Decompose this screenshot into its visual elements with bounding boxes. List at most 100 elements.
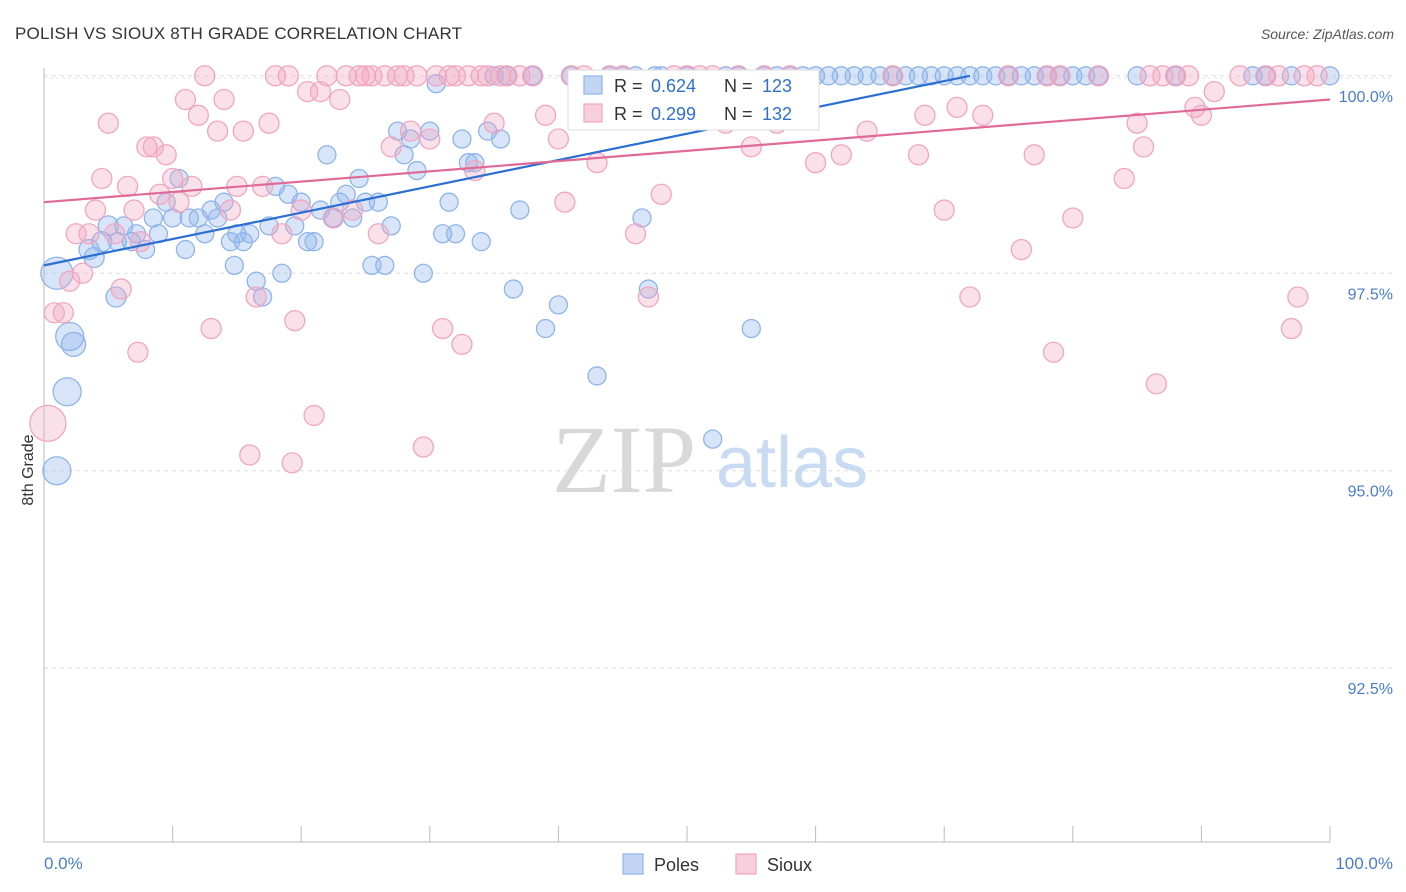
point-poles <box>240 224 260 244</box>
point-sioux <box>78 223 100 245</box>
watermark-zip: ZIP <box>552 406 696 513</box>
point-poles <box>375 255 395 276</box>
point-sioux <box>386 65 409 87</box>
stats-swatch-poles <box>583 75 603 95</box>
point-sioux <box>432 317 454 340</box>
point-sioux <box>84 199 107 221</box>
legend-label-poles: Poles <box>654 855 699 875</box>
point-poles <box>297 232 318 252</box>
point-sioux <box>290 199 312 221</box>
point-sioux <box>470 65 492 87</box>
point-sioux <box>483 112 505 134</box>
point-sioux <box>322 207 345 229</box>
legend-label-sioux: Sioux <box>767 855 812 875</box>
point-sioux <box>438 65 460 87</box>
point-sioux <box>354 65 377 87</box>
point-sioux <box>1049 65 1071 87</box>
point-sioux <box>206 120 229 142</box>
point-sioux <box>174 88 197 111</box>
point-sioux <box>1267 65 1290 87</box>
x-tick-label-left: 0.0% <box>44 854 83 873</box>
point-sioux <box>399 120 422 142</box>
point-poles <box>224 255 244 276</box>
point-sioux <box>419 128 441 150</box>
series-legend: Poles Sioux <box>622 853 812 875</box>
point-sioux <box>329 88 351 111</box>
stats-swatch-sioux <box>583 103 603 123</box>
point-sioux <box>1087 65 1110 87</box>
stats-r-value-poles: 0.624 <box>651 76 696 96</box>
watermark-atlas: atlas <box>716 423 868 503</box>
stats-r-label-poles: R = <box>614 76 643 96</box>
point-sioux <box>110 278 132 300</box>
point-sioux <box>129 231 152 253</box>
point-sioux <box>496 65 518 87</box>
point-poles <box>471 232 491 252</box>
point-sioux <box>624 223 647 245</box>
point-sioux <box>1126 112 1148 134</box>
point-sioux <box>547 128 570 150</box>
point-sioux <box>277 65 299 87</box>
point-poles <box>426 74 446 94</box>
point-sioux <box>522 65 544 87</box>
point-poles <box>259 216 279 236</box>
point-poles <box>304 232 324 252</box>
point-poles <box>55 321 85 352</box>
point-sioux <box>509 65 531 87</box>
point-sioux <box>1229 65 1251 87</box>
point-sioux <box>1023 144 1045 166</box>
x-tick-label-right: 100.0% <box>1335 854 1393 873</box>
point-sioux <box>554 191 576 213</box>
y-tick-label: 92.5% <box>1348 681 1393 698</box>
point-sioux <box>200 317 222 340</box>
y-axis-label: 8th Grade <box>20 434 37 505</box>
point-sioux <box>361 65 383 87</box>
point-sioux <box>1287 286 1309 308</box>
point-sioux <box>1165 65 1187 87</box>
point-sioux <box>65 223 87 245</box>
point-sioux <box>316 65 338 87</box>
point-sioux <box>997 65 1020 87</box>
point-sioux <box>142 136 164 158</box>
y-tick-label: 97.5% <box>1348 286 1393 303</box>
point-sioux <box>52 302 74 324</box>
point-sioux <box>830 144 852 166</box>
trend-line-sioux <box>43 98 1331 204</box>
point-sioux <box>258 112 280 134</box>
point-poles <box>1088 66 1109 86</box>
point-sioux <box>489 65 512 87</box>
point-sioux <box>348 65 370 87</box>
point-sioux <box>59 270 81 292</box>
point-poles <box>503 279 524 299</box>
point-poles <box>548 295 569 315</box>
point-poles <box>252 287 273 307</box>
stats-r-value-sioux: 0.299 <box>651 104 696 124</box>
legend-swatch-sioux <box>735 853 757 875</box>
point-sioux <box>406 65 428 87</box>
watermark: ZIP atlas <box>552 406 868 513</box>
point-sioux <box>1139 65 1161 87</box>
point-sioux <box>534 104 557 126</box>
point-poles <box>175 239 196 260</box>
point-sioux <box>1255 65 1277 87</box>
point-sioux <box>264 65 287 87</box>
point-poles <box>52 377 82 407</box>
point-sioux <box>127 341 149 363</box>
point-sioux <box>194 65 216 87</box>
point-sioux <box>281 452 303 474</box>
stats-n-value-sioux: 132 <box>762 104 792 124</box>
point-sioux <box>393 65 415 87</box>
stats-legend: R = 0.624 N = 123 R = 0.299 N = 132 <box>567 69 820 131</box>
point-sioux <box>123 199 145 221</box>
point-sioux <box>650 183 672 205</box>
point-poles <box>42 456 72 486</box>
point-sioux <box>232 120 254 142</box>
point-sioux <box>284 310 306 332</box>
point-sioux <box>1062 207 1084 229</box>
point-sioux <box>477 65 499 87</box>
y-tick-label: 100.0% <box>1339 89 1393 106</box>
point-poles <box>535 318 556 339</box>
point-poles <box>169 168 189 189</box>
point-sioux <box>804 152 827 174</box>
